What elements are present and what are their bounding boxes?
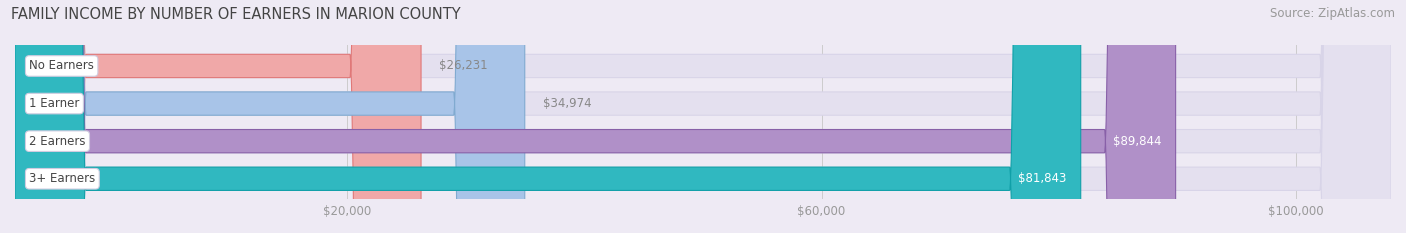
FancyBboxPatch shape	[15, 0, 1175, 233]
FancyBboxPatch shape	[15, 0, 1081, 233]
Text: FAMILY INCOME BY NUMBER OF EARNERS IN MARION COUNTY: FAMILY INCOME BY NUMBER OF EARNERS IN MA…	[11, 7, 461, 22]
FancyBboxPatch shape	[15, 0, 420, 233]
Text: 1 Earner: 1 Earner	[30, 97, 80, 110]
FancyBboxPatch shape	[15, 0, 1391, 233]
Text: 2 Earners: 2 Earners	[30, 135, 86, 148]
Text: $89,844: $89,844	[1114, 135, 1161, 148]
Text: $81,843: $81,843	[1018, 172, 1067, 185]
Text: 3+ Earners: 3+ Earners	[30, 172, 96, 185]
Text: Source: ZipAtlas.com: Source: ZipAtlas.com	[1270, 7, 1395, 20]
FancyBboxPatch shape	[15, 0, 524, 233]
Text: $26,231: $26,231	[439, 59, 488, 72]
FancyBboxPatch shape	[15, 0, 1391, 233]
FancyBboxPatch shape	[15, 0, 1391, 233]
Text: No Earners: No Earners	[30, 59, 94, 72]
Text: $34,974: $34,974	[543, 97, 591, 110]
FancyBboxPatch shape	[15, 0, 1391, 233]
